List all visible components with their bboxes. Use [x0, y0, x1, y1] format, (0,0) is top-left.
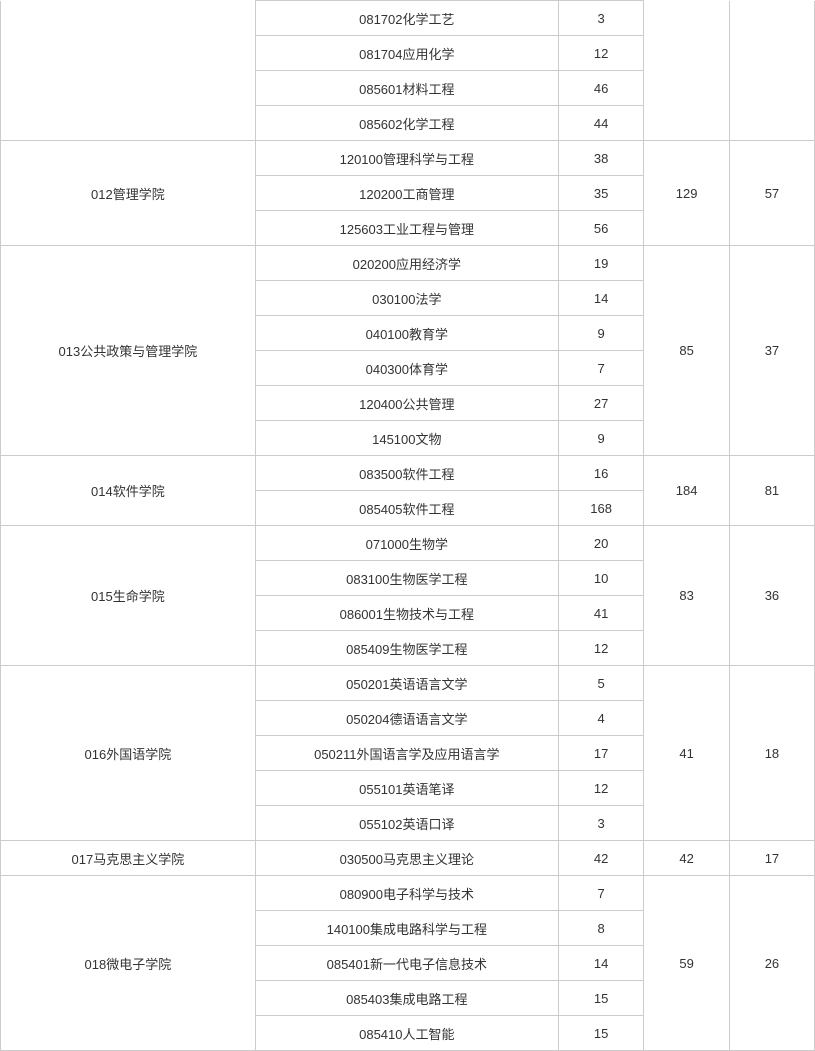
total-cell: 41 — [644, 666, 730, 841]
count-cell: 15 — [558, 1016, 644, 1051]
count-cell: 42 — [558, 841, 644, 876]
major-cell: 081704应用化学 — [255, 36, 558, 71]
table-row: 016外国语学院050201英语语言文学54118 — [1, 666, 815, 701]
dept-cell: 013公共政策与管理学院 — [1, 246, 256, 456]
count-cell: 56 — [558, 211, 644, 246]
major-cell: 030500马克思主义理论 — [255, 841, 558, 876]
count-cell: 7 — [558, 876, 644, 911]
major-cell: 071000生物学 — [255, 526, 558, 561]
major-cell: 085405软件工程 — [255, 491, 558, 526]
dept-cell: 015生命学院 — [1, 526, 256, 666]
count-cell: 8 — [558, 911, 644, 946]
count-cell: 9 — [558, 316, 644, 351]
total-cell: 129 — [644, 141, 730, 246]
total-cell: 42 — [644, 841, 730, 876]
major-cell: 140100集成电路科学与工程 — [255, 911, 558, 946]
count-cell: 20 — [558, 526, 644, 561]
extra-cell: 18 — [729, 666, 814, 841]
dept-cell: 018微电子学院 — [1, 876, 256, 1051]
count-cell: 19 — [558, 246, 644, 281]
major-cell: 040100教育学 — [255, 316, 558, 351]
major-cell: 085401新一代电子信息技术 — [255, 946, 558, 981]
table-row: 012管理学院120100管理科学与工程3812957 — [1, 141, 815, 176]
total-cell: 83 — [644, 526, 730, 666]
count-cell: 12 — [558, 36, 644, 71]
count-cell: 12 — [558, 771, 644, 806]
count-cell: 38 — [558, 141, 644, 176]
major-cell: 083500软件工程 — [255, 456, 558, 491]
extra-cell: 36 — [729, 526, 814, 666]
total-cell: 85 — [644, 246, 730, 456]
major-cell: 120400公共管理 — [255, 386, 558, 421]
major-cell: 085410人工智能 — [255, 1016, 558, 1051]
extra-cell: 26 — [729, 876, 814, 1051]
major-cell: 120100管理科学与工程 — [255, 141, 558, 176]
count-cell: 17 — [558, 736, 644, 771]
dept-cell: 016外国语学院 — [1, 666, 256, 841]
major-cell: 083100生物医学工程 — [255, 561, 558, 596]
total-cell — [644, 1, 730, 141]
total-cell: 59 — [644, 876, 730, 1051]
extra-cell — [729, 1, 814, 141]
dept-cell: 012管理学院 — [1, 141, 256, 246]
dept-cell: 014软件学院 — [1, 456, 256, 526]
count-cell: 16 — [558, 456, 644, 491]
count-cell: 12 — [558, 631, 644, 666]
count-cell: 168 — [558, 491, 644, 526]
major-cell: 040300体育学 — [255, 351, 558, 386]
major-cell: 085403集成电路工程 — [255, 981, 558, 1016]
count-cell: 44 — [558, 106, 644, 141]
table-row: 015生命学院071000生物学208336 — [1, 526, 815, 561]
major-cell: 085409生物医学工程 — [255, 631, 558, 666]
count-cell: 3 — [558, 1, 644, 36]
total-cell: 184 — [644, 456, 730, 526]
major-cell: 030100法学 — [255, 281, 558, 316]
major-cell: 080900电子科学与技术 — [255, 876, 558, 911]
extra-cell: 57 — [729, 141, 814, 246]
count-cell: 3 — [558, 806, 644, 841]
extra-cell: 37 — [729, 246, 814, 456]
count-cell: 35 — [558, 176, 644, 211]
major-cell: 055101英语笔译 — [255, 771, 558, 806]
major-cell: 020200应用经济学 — [255, 246, 558, 281]
major-cell: 055102英语口译 — [255, 806, 558, 841]
major-cell: 081702化学工艺 — [255, 1, 558, 36]
major-cell: 050211外国语言学及应用语言学 — [255, 736, 558, 771]
major-cell: 085602化学工程 — [255, 106, 558, 141]
count-cell: 41 — [558, 596, 644, 631]
major-cell: 050204德语语言文学 — [255, 701, 558, 736]
admissions-table: 081702化学工艺3081704应用化学12085601材料工程4608560… — [0, 0, 815, 1051]
count-cell: 5 — [558, 666, 644, 701]
table-row: 081702化学工艺3 — [1, 1, 815, 36]
count-cell: 9 — [558, 421, 644, 456]
major-cell: 145100文物 — [255, 421, 558, 456]
major-cell: 086001生物技术与工程 — [255, 596, 558, 631]
count-cell: 14 — [558, 281, 644, 316]
count-cell: 14 — [558, 946, 644, 981]
dept-cell: 017马克思主义学院 — [1, 841, 256, 876]
major-cell: 085601材料工程 — [255, 71, 558, 106]
count-cell: 46 — [558, 71, 644, 106]
dept-cell — [1, 1, 256, 141]
table-row: 017马克思主义学院030500马克思主义理论424217 — [1, 841, 815, 876]
table-row: 013公共政策与管理学院020200应用经济学198537 — [1, 246, 815, 281]
extra-cell: 81 — [729, 456, 814, 526]
extra-cell: 17 — [729, 841, 814, 876]
table-row: 018微电子学院080900电子科学与技术75926 — [1, 876, 815, 911]
major-cell: 125603工业工程与管理 — [255, 211, 558, 246]
table-row: 014软件学院083500软件工程1618481 — [1, 456, 815, 491]
major-cell: 050201英语语言文学 — [255, 666, 558, 701]
count-cell: 15 — [558, 981, 644, 1016]
count-cell: 7 — [558, 351, 644, 386]
count-cell: 4 — [558, 701, 644, 736]
count-cell: 10 — [558, 561, 644, 596]
major-cell: 120200工商管理 — [255, 176, 558, 211]
count-cell: 27 — [558, 386, 644, 421]
